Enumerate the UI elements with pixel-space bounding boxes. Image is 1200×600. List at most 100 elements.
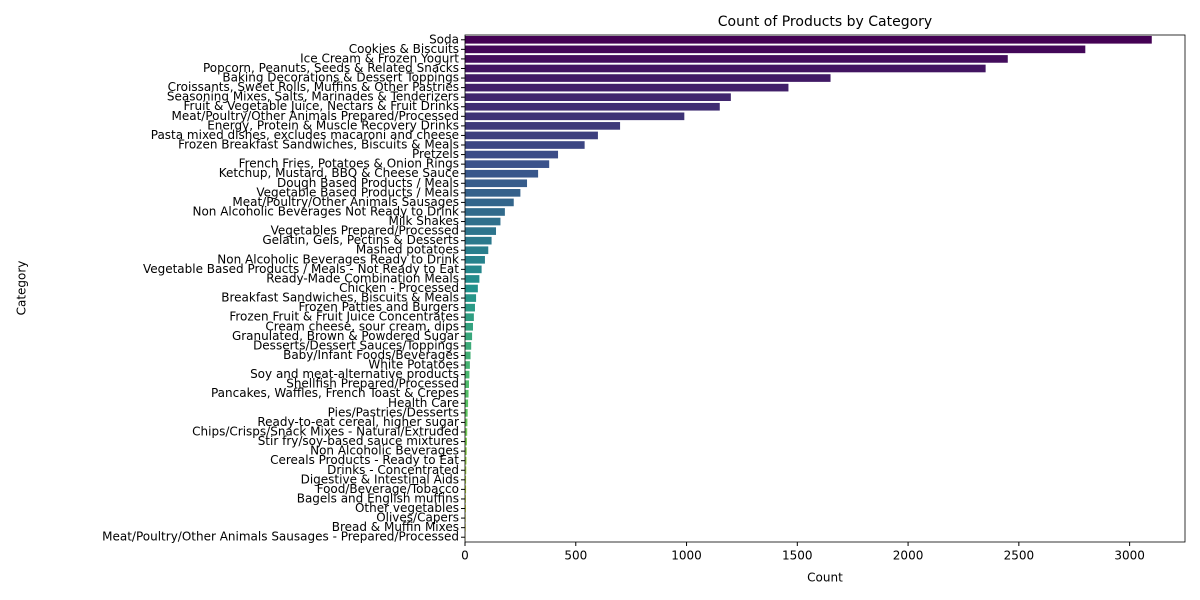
bar [465, 418, 468, 427]
y-axis-label: Category [15, 261, 29, 316]
y-tick-label: Other vegetables [355, 501, 459, 515]
y-tick-label: Dough Based Products / Meals [277, 176, 459, 190]
y-tick-label: Frozen Fruit & Fruit Juice Concentrates [229, 310, 459, 324]
bar [465, 45, 1086, 54]
y-tick-label: Pies/Pastries/Desserts [328, 405, 459, 419]
y-tick-label: Cereals Products - Ready to Eat [270, 453, 459, 467]
chart-title: Count of Products by Category [718, 14, 932, 30]
y-tick-label: Vegetables Prepared/Processed [271, 224, 459, 238]
bar [465, 303, 475, 312]
y-tick-label: Vegetable Based Products / Meals - Not R… [143, 262, 459, 276]
bar [465, 504, 466, 513]
bar [465, 150, 559, 159]
y-tick-label: Energy, Protein & Muscle Recovery Drinks [207, 118, 459, 132]
y-tick-label: Pancakes, Waffles, French Toast & Crepes [211, 386, 459, 400]
bar [465, 456, 467, 465]
bar [465, 131, 598, 140]
y-tick-label: Gelatin, Gels, Pectins & Desserts [262, 233, 459, 247]
y-tick-label: Cream cheese, sour cream, dips [265, 319, 459, 333]
y-tick-label: Mashed potatoes [356, 243, 459, 257]
x-tick-label: 1500 [782, 549, 813, 563]
y-tick-label: Bagels and English muffins [297, 491, 459, 505]
y-tick-label: Chips/Crisps/Snack Mixes - Natural/Extru… [192, 424, 459, 438]
bar [465, 409, 468, 417]
y-tick-label: Bread & Muffin Mixes [332, 520, 459, 534]
y-tick-label: Popcorn, Peanuts, Seeds & Related Snacks [203, 61, 459, 75]
y-tick-label: Croissants, Sweet Rolls, Muffins & Other… [168, 80, 459, 94]
y-tick-label: Ketchup, Mustard, BBQ & Cheese Sauce [219, 166, 459, 180]
y-tick-label: Breakfast Sandwiches, Biscuits & Meals [221, 291, 459, 305]
y-tick-label: Non Alcoholic Beverages Ready to Drink [217, 252, 459, 266]
y-tick-label: Meat/Poultry/Other Animals Sausages - Pr… [102, 530, 459, 544]
y-tick-label: Cookies & Biscuits [349, 42, 459, 56]
bar [465, 284, 478, 293]
bar [465, 217, 501, 226]
y-tick-label: Pasta mixed dishes, excludes macaroni an… [151, 128, 459, 142]
y-tick-label: Soda [429, 32, 459, 46]
y-tick-label: Frozen Patties and Burgers [298, 300, 459, 314]
bar [465, 93, 731, 102]
bar [465, 332, 473, 341]
y-tick-label: Fruit & Vegetable Juice, Nectars & Fruit… [184, 99, 459, 113]
y-tick-label: Ice Cream & Frozen Yogurt [300, 51, 459, 65]
bar [465, 370, 470, 379]
y-tick-label: Meat/Poultry/Other Animals Prepared/Proc… [172, 109, 459, 123]
y-tick-label: French Fries, Potatoes & Onion Rings [239, 157, 459, 171]
bar [465, 475, 467, 484]
y-tick-label: Baby/Infant Foods/Beverages [283, 348, 459, 362]
bar [465, 313, 474, 322]
y-tick-label: Non Alcoholic Beverages [310, 444, 459, 458]
bar [465, 322, 473, 331]
y-tick-label: Olives/Capers [376, 511, 459, 525]
y-tick-label: Desserts/Dessert Sauces/Toppings [253, 338, 459, 352]
bar [465, 495, 466, 503]
bar [465, 447, 467, 455]
x-axis-label: Count [807, 571, 843, 585]
y-tick-label: Milk Shakes [388, 214, 459, 228]
y-tick-label: Stir fry/soy-based sauce mixtures [258, 434, 459, 448]
y-tick-label: Meat/Poultry/Other Animals Sausages [232, 195, 459, 209]
y-tick-label: White Potatoes [368, 358, 459, 372]
bar [465, 342, 472, 350]
y-tick-label: Chicken - Processed [339, 281, 459, 295]
axes-frame [464, 34, 1186, 543]
bar [465, 351, 471, 360]
bar [465, 236, 492, 245]
bar [465, 179, 528, 188]
y-tick-label: Ready-Made Combination Meals [266, 271, 459, 285]
y-tick-label: Granulated, Brown & Powdered Sugar [232, 329, 459, 343]
x-tick-label: 1000 [671, 549, 702, 563]
bar [465, 83, 789, 92]
bar [465, 485, 467, 494]
bar [465, 294, 477, 302]
bar [465, 189, 521, 197]
y-tick-label: Pretzels [412, 147, 459, 161]
bar [465, 55, 1008, 63]
bar [465, 169, 539, 178]
x-tick-label: 0 [461, 549, 469, 563]
y-tick-label: Digestive & Intestinal Aids [301, 472, 459, 486]
bar [465, 255, 485, 264]
x-tick-label: 2500 [1004, 549, 1035, 563]
bar [465, 141, 585, 149]
plot-area [465, 35, 1152, 542]
y-tick-label: Shellfish Prepared/Processed [286, 377, 459, 391]
x-tick-label: 3000 [1114, 549, 1145, 563]
y-tick-label: Drinks - Concentrated [327, 463, 459, 477]
bar [465, 102, 720, 111]
y-tick-label: Soy and meat-alternative products [250, 367, 459, 381]
y-tick-label: Vegetable Based Products / Meals [256, 185, 459, 199]
bar [465, 112, 685, 121]
y-tick-label: Non Alcoholic Beverages Not Ready to Dri… [192, 204, 459, 218]
bar [465, 246, 489, 255]
x-tick-label: 2000 [893, 549, 924, 563]
y-tick-label: Baking Decorations & Dessert Toppings [222, 71, 459, 85]
bar [465, 35, 1152, 44]
bar [465, 428, 468, 436]
y-tick-label: Ready-to-eat cereal, higher sugar [257, 415, 459, 429]
bar [465, 275, 480, 283]
bar [465, 399, 469, 408]
x-tick-label: 500 [564, 549, 587, 563]
bar [465, 64, 986, 73]
bar [465, 380, 469, 388]
